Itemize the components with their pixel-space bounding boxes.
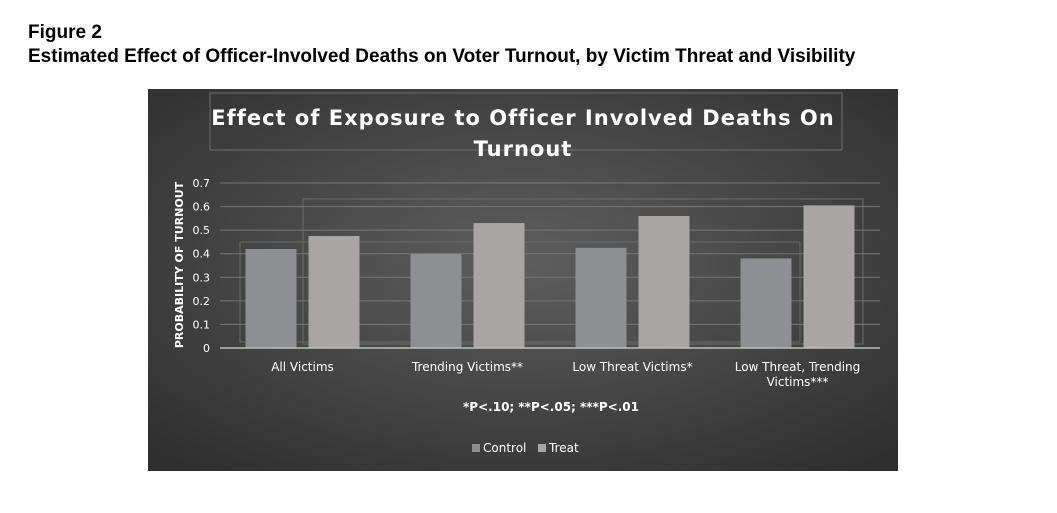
figure-label: Figure 2 bbox=[28, 22, 102, 43]
y-tick-label: 0 bbox=[203, 342, 210, 355]
significance-note: *P<.10; **P<.05; ***P<.01 bbox=[463, 400, 639, 414]
bar-control-2 bbox=[575, 247, 627, 348]
legend: Control Treat bbox=[472, 441, 579, 455]
y-tick-label: 0.7 bbox=[193, 177, 211, 190]
y-axis-ticks: 0 0.1 0.2 0.3 0.4 0.5 0.6 0.7 bbox=[193, 177, 211, 355]
legend-swatch-treat bbox=[538, 444, 546, 452]
figure-title: Estimated Effect of Officer-Involved Dea… bbox=[28, 46, 856, 67]
title-frame bbox=[209, 92, 843, 151]
y-tick-label: 0.6 bbox=[193, 201, 211, 214]
bar-control-3 bbox=[740, 258, 792, 348]
legend-label-control: Control bbox=[483, 441, 526, 455]
bar-treat-0 bbox=[308, 236, 360, 348]
y-tick-label: 0.2 bbox=[193, 295, 211, 308]
y-tick-label: 0.5 bbox=[193, 224, 211, 237]
chart-title-line1: Effect of Exposure to Officer Involved D… bbox=[211, 106, 835, 130]
x-tick-label: Low Threat Victims* bbox=[572, 360, 692, 374]
legend-swatch-control bbox=[472, 444, 480, 452]
x-tick-label: All Victims bbox=[271, 360, 334, 374]
y-tick-label: 0.1 bbox=[193, 318, 211, 331]
bar-treat-1 bbox=[473, 223, 525, 348]
chart-title-line2: Turnout bbox=[474, 137, 573, 161]
x-tick-label: Low Threat, Trending Victims*** bbox=[735, 360, 861, 389]
bar-treat-2 bbox=[638, 216, 690, 348]
x-axis-labels: All Victims Trending Victims** Low Threat … bbox=[271, 360, 860, 389]
bar-control-0 bbox=[245, 249, 297, 348]
y-tick-label: 0.3 bbox=[193, 271, 211, 284]
y-tick-label: 0.4 bbox=[193, 248, 211, 261]
bar-control-1 bbox=[410, 253, 462, 348]
bar-treat-3 bbox=[803, 205, 855, 348]
legend-label-treat: Treat bbox=[548, 441, 579, 455]
x-tick-label: Trending Victims** bbox=[411, 360, 523, 374]
bar-chart: Effect of Exposure to Officer Involved D… bbox=[148, 89, 898, 471]
y-axis-label: PROBABILITY OF TURNOUT bbox=[173, 181, 186, 348]
bars bbox=[245, 205, 855, 348]
